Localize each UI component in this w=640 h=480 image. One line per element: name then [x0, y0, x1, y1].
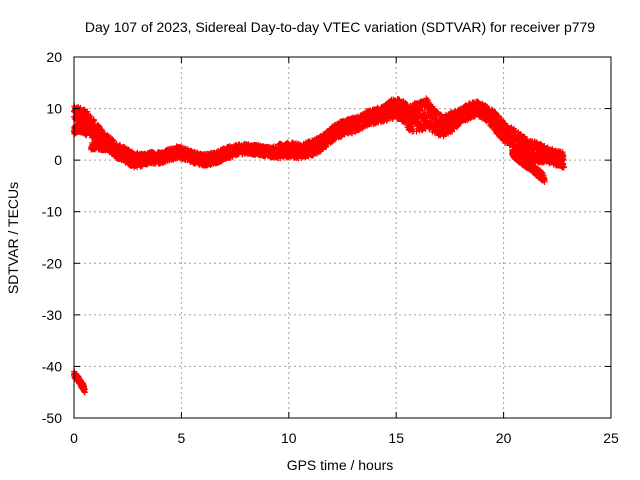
plot-area	[71, 95, 567, 396]
grid	[74, 57, 611, 418]
chart-title: Day 107 of 2023, Sidereal Day-to-day VTE…	[85, 19, 595, 35]
series-sdtvar-band	[71, 95, 567, 171]
